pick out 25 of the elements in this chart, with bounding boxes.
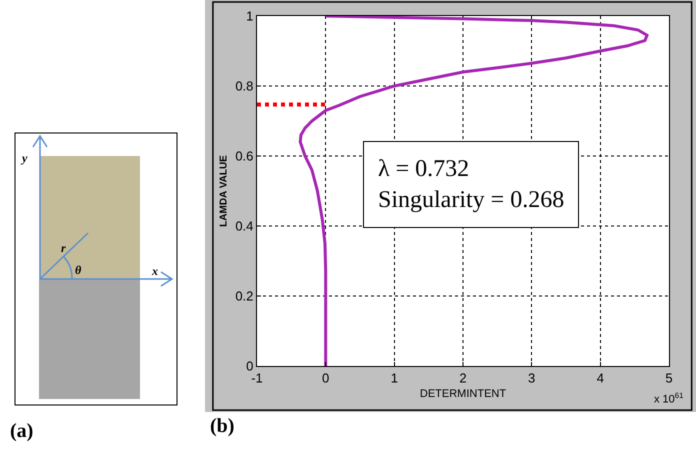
y-tick-label: 0.2 [235, 288, 254, 304]
text: (b) [210, 415, 234, 438]
annotation: λ = 0.732 [378, 156, 470, 182]
y-tick-label: 1 [246, 8, 254, 24]
x-tick-label: 0 [322, 370, 330, 386]
line-series [298, 16, 649, 366]
x-tick-label: -1 [251, 370, 263, 386]
text: x [151, 264, 158, 278]
x-tick-label: 4 [596, 370, 604, 386]
y-axis-title: LAMDA VALUE [218, 154, 230, 227]
text: r [61, 241, 66, 255]
y-tick-label: 0.6 [235, 148, 254, 164]
text: θ [75, 263, 82, 277]
x-tick-label: 1 [390, 370, 398, 386]
y-tick-label: 0.4 [235, 218, 254, 234]
text: x 10$^{61}$ [654, 391, 684, 406]
x-tick-label: 5 [665, 370, 673, 386]
x-tick-label: 2 [459, 370, 467, 386]
x-axis-title: DETERMINTENT [420, 388, 506, 400]
y-tick-label: 0.8 [235, 78, 254, 94]
x-tick-label: 3 [528, 370, 536, 386]
y-tick-label: 0 [246, 358, 254, 374]
text: y [20, 151, 28, 165]
text: (a) [10, 420, 34, 443]
annotation: Singularity = 0.268 [378, 187, 564, 214]
